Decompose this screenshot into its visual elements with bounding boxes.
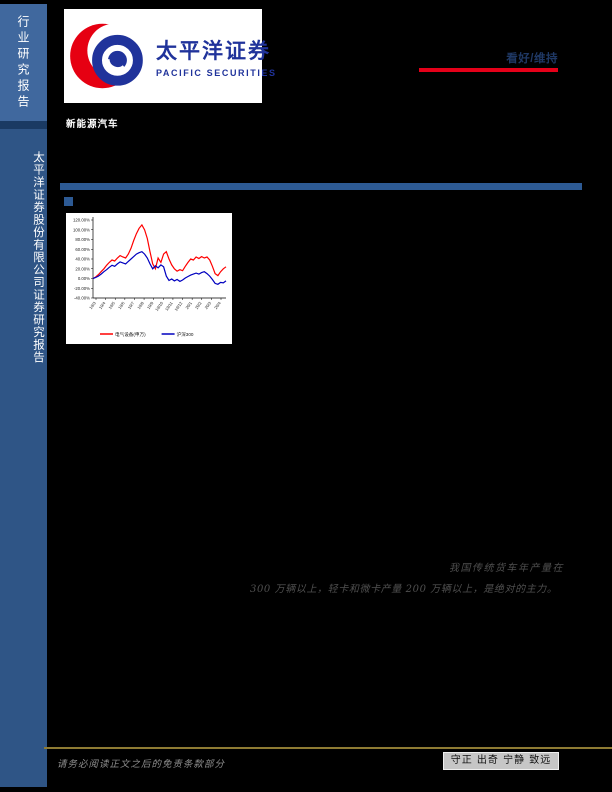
svg-text:19/12: 19/12 [173, 300, 183, 312]
section-divider-bar [60, 183, 582, 190]
svg-text:19/5: 19/5 [107, 300, 116, 310]
svg-text:0.00%: 0.00% [78, 276, 90, 281]
svg-text:20/2: 20/2 [194, 300, 203, 310]
svg-text:19/3: 19/3 [88, 300, 97, 310]
sidebar-main-band: 太平洋证券股份有限公司证券研究报告 [0, 129, 47, 787]
svg-text:-20.00%: -20.00% [74, 286, 90, 291]
svg-text:19/7: 19/7 [127, 300, 136, 310]
logo-text-block: 太平洋证券 PACIFIC SECURITIES [156, 35, 277, 78]
disclaimer-text: 请务必阅读正文之后的免责条款部分 [57, 759, 226, 770]
svg-text:100.00%: 100.00% [73, 227, 90, 232]
svg-text:40.00%: 40.00% [75, 257, 90, 262]
sidebar-top-band: 行业研究报告 [0, 4, 47, 121]
industry-label: 新能源汽车 [66, 119, 119, 130]
svg-text:80.00%: 80.00% [75, 237, 90, 242]
section-bullet-square [64, 197, 73, 206]
svg-text:沪深300: 沪深300 [177, 331, 194, 338]
body-paragraph: 我国传统货车年产量在 300 万辆以上，轻卡和微卡产量 200 万辆以上，是绝对… [250, 562, 564, 597]
svg-text:120.00%: 120.00% [73, 218, 90, 223]
body-paragraph-line1: 我国传统货车年产量在 [449, 563, 564, 574]
sidebar-divider [0, 121, 47, 129]
svg-text:电气设备(申万): 电气设备(申万) [115, 331, 146, 338]
footer-gold-rule [44, 747, 612, 749]
svg-text:20/1: 20/1 [184, 300, 193, 310]
rating-underline-bar [419, 68, 558, 72]
company-logo: 太平洋证券 PACIFIC SECURITIES [64, 9, 275, 103]
svg-text:19/6: 19/6 [117, 300, 126, 310]
sector-performance-chart-svg: 120.00% 100.00% 80.00% 60.00% 40.00% 20.00% 0.… [73, 217, 227, 338]
svg-text:19/9: 19/9 [146, 300, 155, 310]
company-motto-box: 守正 出奇 宁静 致远 [443, 752, 559, 770]
svg-text:19/4: 19/4 [98, 300, 107, 310]
logo-chinese-name: 太平洋证券 [156, 39, 271, 63]
svg-text:20.00%: 20.00% [75, 266, 90, 271]
rating-label: 看好/维持 [506, 53, 558, 65]
svg-text:20/3: 20/3 [204, 300, 213, 310]
svg-text:60.00%: 60.00% [75, 247, 90, 252]
svg-text:19/11: 19/11 [164, 300, 174, 312]
svg-text:-40.00%: -40.00% [74, 296, 90, 301]
pacific-securities-logo-icon [70, 23, 143, 89]
svg-text:19/8: 19/8 [136, 300, 145, 310]
logo-english-name: PACIFIC SECURITIES [156, 67, 277, 78]
svg-text:19/10: 19/10 [154, 300, 164, 312]
body-paragraph-line2: 300 万辆以上，轻卡和微卡产量 200 万辆以上，是绝对的主力。 [250, 583, 558, 595]
sidebar-report-type-label: 行业研究报告 [16, 14, 30, 111]
sidebar-company-label: 太平洋证券股份有限公司证券研究报告 [32, 151, 46, 364]
svg-text:20/4: 20/4 [213, 300, 222, 310]
sector-performance-chart: 120.00% 100.00% 80.00% 60.00% 40.00% 20.00% 0.… [66, 213, 232, 344]
